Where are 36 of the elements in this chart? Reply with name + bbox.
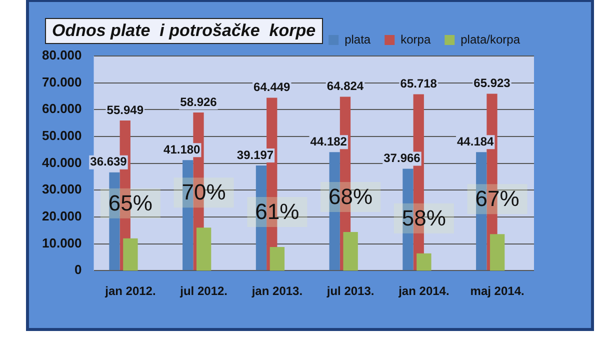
data-label: 44.184 xyxy=(457,134,494,148)
legend-label: korpa xyxy=(400,32,431,46)
x-tick-label: maj 2014. xyxy=(470,284,524,298)
legend-label: plata xyxy=(344,32,371,46)
y-tick-label: 40.000 xyxy=(42,154,82,170)
y-tick-label: 0 xyxy=(74,262,82,278)
data-label: 44.182 xyxy=(310,134,348,148)
data-label: 68% xyxy=(328,184,373,210)
data-label: 41.180 xyxy=(164,142,201,156)
y-tick-label: 50.000 xyxy=(42,128,82,144)
y-tick-label: 10.000 xyxy=(42,235,82,250)
data-label: 55.949 xyxy=(106,102,144,117)
data-label: 58.926 xyxy=(180,94,218,109)
x-tick-label: jan 2013. xyxy=(250,284,303,298)
data-label: 67% xyxy=(475,186,520,212)
data-label: 58% xyxy=(402,205,446,230)
y-tick-label: 80.000 xyxy=(42,48,82,63)
y-tick-label: 30.000 xyxy=(42,182,82,197)
x-tick-label: jul 2012. xyxy=(179,284,228,298)
data-label: 39.197 xyxy=(236,148,274,162)
data-label: 36.639 xyxy=(90,154,128,169)
legend-label: plata/korpa xyxy=(460,32,520,46)
data-label: 70% xyxy=(182,180,226,205)
x-tick-label: jan 2014. xyxy=(398,284,450,298)
x-tick-label: jan 2012. xyxy=(104,284,156,298)
data-label: 64.824 xyxy=(326,79,364,94)
data-label: 65.718 xyxy=(400,76,438,91)
y-tick-label: 70.000 xyxy=(42,74,82,90)
data-label: 65.923 xyxy=(474,76,511,90)
data-label: 64.449 xyxy=(254,80,291,94)
y-tick-label: 60.000 xyxy=(42,101,82,116)
x-tick-label: jul 2013. xyxy=(326,284,374,298)
chart-title: Odnos plate i potrošačke korpe xyxy=(45,18,323,44)
data-label: 61% xyxy=(255,199,300,224)
data-label: 37.966 xyxy=(384,151,421,166)
y-tick-label: 20.000 xyxy=(42,208,82,224)
